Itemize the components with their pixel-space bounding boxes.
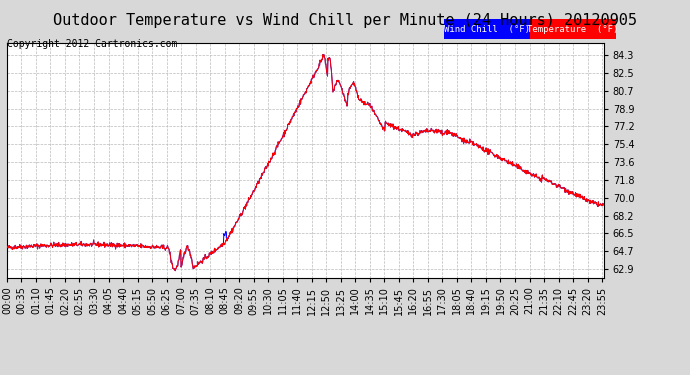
- Text: Wind Chill  (°F): Wind Chill (°F): [444, 25, 530, 34]
- Text: Temperature  (°F): Temperature (°F): [527, 25, 619, 34]
- Text: Outdoor Temperature vs Wind Chill per Minute (24 Hours) 20120905: Outdoor Temperature vs Wind Chill per Mi…: [53, 13, 637, 28]
- Text: Copyright 2012 Cartronics.com: Copyright 2012 Cartronics.com: [7, 39, 177, 50]
